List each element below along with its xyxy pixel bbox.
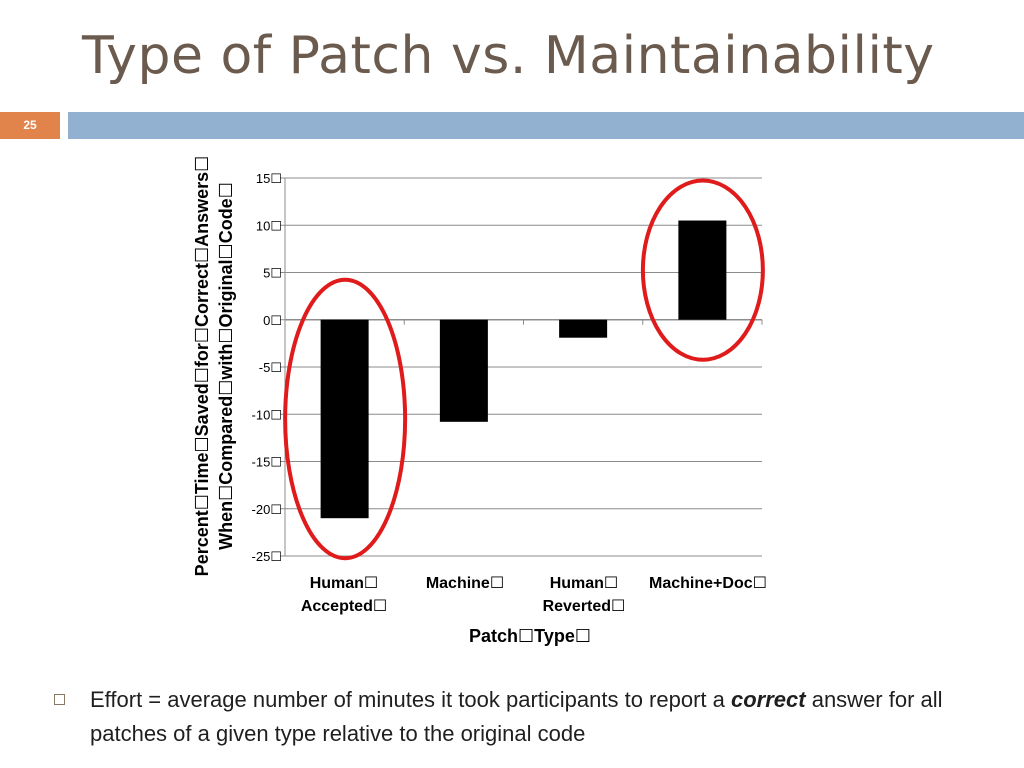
header-bar [68, 112, 1024, 139]
bar [439, 319, 488, 422]
x-category-label-line: Reverted☐ [542, 598, 626, 615]
x-category-label-line: Human☐ [309, 575, 379, 592]
bullet-text-part: Effort = average number of minutes it to… [90, 687, 731, 712]
y-tick-label: -5☐ [259, 360, 282, 375]
x-category-label-line: Machine+Doc☐ [649, 575, 767, 592]
y-tick-label: -10☐ [252, 407, 282, 422]
bar [320, 319, 369, 519]
y-tick-label: -15☐ [252, 455, 282, 470]
highlight-ellipse [283, 277, 408, 561]
y-axis-label-line-1: Percent☐Time☐Saved☐for☐Correct☐Answers☐ [192, 155, 212, 577]
x-category-label-line: Machine☐ [425, 575, 505, 592]
bar [559, 319, 608, 338]
y-tick-label: -20☐ [252, 502, 282, 517]
slide-number: 25 [0, 112, 60, 139]
bullet-emphasis: correct [731, 687, 806, 712]
y-axis-label-line-2: When☐Compared☐with☐Original☐Code☐ [216, 182, 236, 550]
bullet-text: Effort = average number of minutes it to… [90, 683, 990, 751]
highlight-ellipse [640, 178, 765, 362]
y-tick-label: 15☐ [256, 171, 282, 186]
y-tick-label: 0☐ [263, 313, 282, 328]
y-tick-label: 10☐ [256, 218, 282, 233]
x-category-label-line: Accepted☐ [300, 598, 388, 615]
x-category-label-line: Human☐ [549, 575, 619, 592]
bar [678, 220, 727, 320]
y-tick-label: 5☐ [263, 266, 282, 281]
y-tick-label: -25☐ [252, 549, 282, 564]
slide-title: Type of Patch vs. Maintainability [82, 26, 935, 86]
bullet-square-icon [54, 694, 65, 705]
x-axis-title: Patch☐Type☐ [469, 626, 591, 646]
x-category-label: Human☐ Reverted☐ [524, 572, 644, 618]
bullet-text-part: answer for all patches of a given type r… [90, 687, 943, 746]
x-category-label: Machine+Doc☐ [643, 572, 773, 595]
x-category-label: Human☐ Accepted☐ [284, 572, 404, 618]
x-category-label: Machine☐ [405, 572, 525, 595]
